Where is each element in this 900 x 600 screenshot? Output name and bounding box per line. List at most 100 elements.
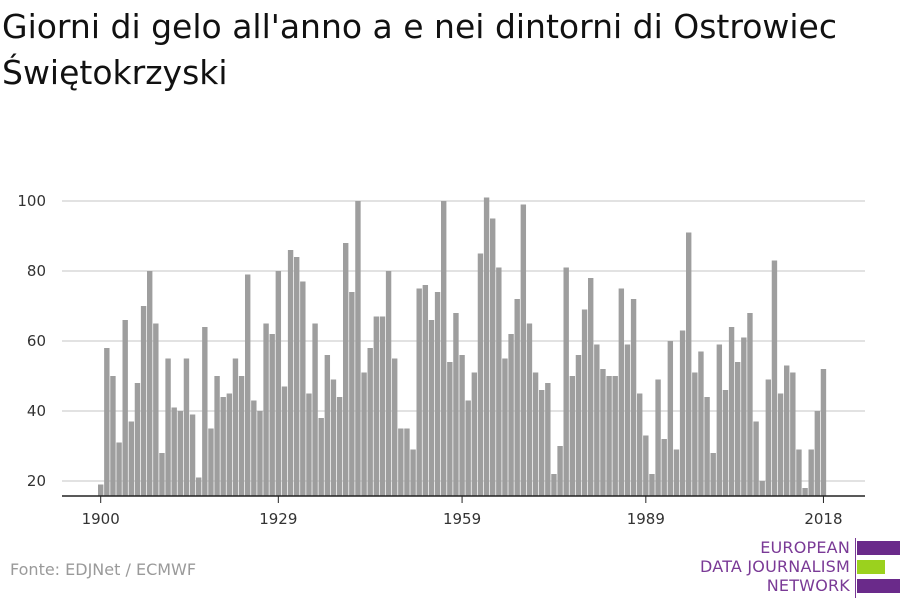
bar-1932	[294, 257, 300, 496]
bar-1934	[306, 393, 312, 496]
bar-1985	[618, 288, 625, 496]
source-note: Fonte: EDJNet / ECMWF	[10, 560, 197, 579]
bar-1964	[490, 218, 496, 496]
bar-1969	[520, 204, 527, 496]
bar-1947	[385, 271, 392, 496]
bar-1918	[208, 428, 214, 496]
bar-2014	[796, 449, 802, 496]
bar-1982	[600, 369, 606, 496]
x-tick-label-1929: 1929	[259, 510, 297, 528]
bar-1986	[624, 344, 631, 496]
bar-2002	[722, 390, 729, 496]
bar-1983	[606, 376, 612, 496]
x-tick-label-1959: 1959	[443, 510, 481, 528]
bar-1922	[232, 358, 239, 496]
y-tick-labels: 20 40 60 80 100	[17, 192, 46, 490]
bar-1996	[686, 232, 692, 496]
bar-1958	[453, 313, 459, 496]
bar-2003	[728, 327, 735, 496]
bar-1988	[637, 393, 643, 496]
bar-1978	[575, 355, 582, 496]
bar-1991	[655, 379, 661, 496]
bar-1904	[122, 320, 128, 496]
y-tick-label-20: 20	[27, 472, 46, 490]
bar-1912	[171, 407, 177, 496]
bar-1931	[287, 250, 294, 496]
bar-2010	[771, 260, 778, 496]
bar-2007	[753, 421, 759, 496]
bar-1999	[704, 397, 710, 496]
bar-1910	[159, 453, 165, 496]
bar-1977	[569, 376, 576, 496]
bar-2013	[790, 372, 796, 496]
bar-1902	[110, 376, 116, 496]
bar-1901	[104, 348, 110, 496]
bar-1917	[202, 327, 208, 496]
bar-1929	[275, 271, 282, 496]
bar-1995	[679, 330, 686, 496]
bar-1905	[128, 421, 135, 496]
bar-1900	[98, 484, 104, 496]
bar-1937	[324, 355, 331, 496]
bar-1998	[698, 351, 704, 496]
bar-1933	[300, 281, 306, 496]
bar-1943	[361, 372, 367, 496]
bar-1989	[643, 435, 649, 496]
bar-1956	[441, 201, 447, 496]
bar-1924	[245, 274, 251, 496]
bar-1913	[177, 411, 184, 496]
bar-2012	[784, 365, 790, 496]
y-tick-label-40: 40	[27, 402, 46, 420]
bar-2000	[710, 453, 716, 496]
bar-1941	[349, 292, 355, 496]
bar-1921	[226, 393, 233, 496]
bar-1992	[661, 439, 667, 496]
bar-1942	[355, 201, 361, 496]
bar-1968	[514, 299, 520, 496]
bar-1908	[147, 271, 153, 496]
bar-1963	[483, 197, 490, 496]
bar-1936	[318, 418, 324, 496]
bar-1927	[263, 323, 269, 496]
bar-1966	[502, 358, 508, 496]
bar-1971	[532, 372, 539, 496]
bar-1923	[238, 376, 245, 496]
bar-1954	[428, 320, 435, 496]
bar-1980	[588, 278, 594, 496]
bar-1970	[526, 323, 533, 496]
bar-1952	[416, 288, 422, 496]
logo-line-2: DATA JOURNALISM	[700, 557, 850, 576]
bar-1919	[214, 376, 220, 496]
bar-1903	[116, 442, 122, 496]
x-tick-label-1900: 1900	[82, 510, 120, 528]
bar-1916	[196, 477, 202, 496]
x-tick-labels: 1900 1929 1959 1989 2018	[82, 496, 843, 528]
bar-1976	[563, 267, 569, 496]
bar-2006	[747, 313, 753, 496]
bar-2011	[777, 393, 784, 496]
bar-1987	[630, 299, 637, 496]
bar-1945	[373, 316, 380, 496]
logo-divider	[855, 538, 856, 598]
edjnet-logo[interactable]: EUROPEAN DATA JOURNALISM NETWORK	[700, 538, 900, 598]
bar-1997	[692, 372, 698, 496]
bar-2018	[820, 369, 827, 496]
bar-1907	[140, 306, 147, 496]
bar-1909	[153, 323, 159, 496]
bar-2001	[716, 344, 723, 496]
bar-2008	[759, 481, 765, 496]
logo-bar-middle	[857, 560, 885, 574]
y-tick-label-60: 60	[27, 332, 46, 350]
bar-1993	[667, 341, 674, 496]
chart-title: Giorni di gelo all'anno a e nei dintorni…	[2, 7, 838, 92]
bar-1962	[477, 253, 484, 496]
bar-1994	[673, 449, 680, 496]
bar-1925	[251, 400, 257, 496]
bar-1911	[165, 358, 171, 496]
bar-1914	[183, 358, 190, 496]
bar-1974	[551, 474, 557, 496]
bar-1930	[281, 386, 288, 496]
logo-bar-bottom	[857, 579, 900, 593]
bar-2005	[741, 337, 747, 496]
bar-1949	[398, 428, 404, 496]
